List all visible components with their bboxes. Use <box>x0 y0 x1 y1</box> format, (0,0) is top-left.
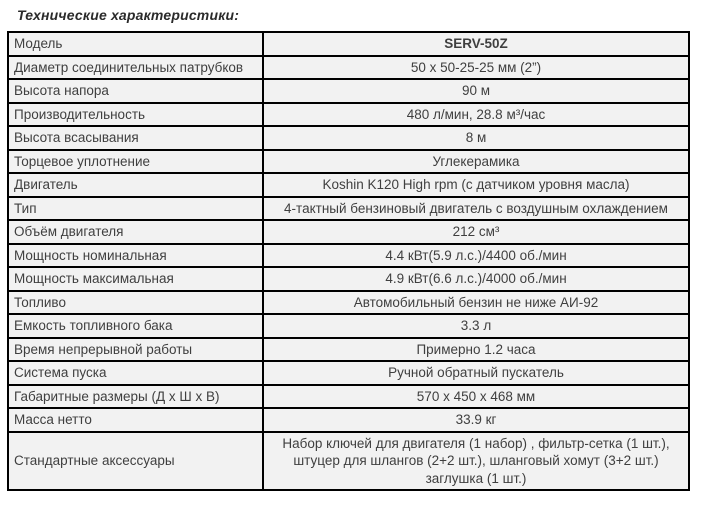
table-row: Диаметр соединительных патрубков50 x 50-… <box>8 56 689 80</box>
table-row: Торцевое уплотнениеУглекерамика <box>8 150 689 174</box>
spec-value: 50 x 50-25-25 мм (2”) <box>263 56 689 80</box>
spec-label: Емкость топливного бака <box>8 314 263 338</box>
spec-label: Стандартные аксессуары <box>8 432 263 491</box>
table-row: Габаритные размеры (Д х Ш х В)570 x 450 … <box>8 385 689 409</box>
spec-value: Ручной обратный пускатель <box>263 361 689 385</box>
table-row: ТопливоАвтомобильный бензин не ниже АИ-9… <box>8 291 689 315</box>
spec-value: 570 x 450 x 468 мм <box>263 385 689 409</box>
spec-label: Масса нетто <box>8 408 263 432</box>
spec-value: 33.9 кг <box>263 408 689 432</box>
spec-label: Время непрерывной работы <box>8 338 263 362</box>
spec-table: МодельSERV-50ZДиаметр соединительных пат… <box>7 31 690 491</box>
spec-value: 212 см³ <box>263 220 689 244</box>
spec-label: Мощность номинальная <box>8 244 263 268</box>
spec-label: Высота всасывания <box>8 126 263 150</box>
table-row: Объём двигателя212 см³ <box>8 220 689 244</box>
table-row: Время непрерывной работыПримерно 1.2 час… <box>8 338 689 362</box>
spec-value: Автомобильный бензин не ниже АИ-92 <box>263 291 689 315</box>
spec-value: Углекерамика <box>263 150 689 174</box>
spec-value: 3.3 л <box>263 314 689 338</box>
spec-value: 4-тактный бензиновый двигатель с воздушн… <box>263 197 689 221</box>
spec-label: Объём двигателя <box>8 220 263 244</box>
spec-label: Высота напора <box>8 79 263 103</box>
table-row: Стандартные аксессуарыНабор ключей для д… <box>8 432 689 491</box>
spec-label: Тип <box>8 197 263 221</box>
spec-label: Система пуска <box>8 361 263 385</box>
table-row: ДвигательKoshin K120 High rpm (с датчико… <box>8 173 689 197</box>
table-row: Емкость топливного бака3.3 л <box>8 314 689 338</box>
table-row: Тип4-тактный бензиновый двигатель с возд… <box>8 197 689 221</box>
spec-value: 4.4 кВт(5.9 л.с.)/4400 об./мин <box>263 244 689 268</box>
spec-value: Примерно 1.2 часа <box>263 338 689 362</box>
spec-value: 4.9 кВт(6.6 л.с.)/4000 об./мин <box>263 267 689 291</box>
table-row: Высота напора90 м <box>8 79 689 103</box>
spec-label: Двигатель <box>8 173 263 197</box>
table-row: Масса нетто33.9 кг <box>8 408 689 432</box>
spec-value: 90 м <box>263 79 689 103</box>
table-row: МодельSERV-50Z <box>8 32 689 56</box>
table-row: Мощность максимальная4.9 кВт(6.6 л.с.)/4… <box>8 267 689 291</box>
spec-label: Габаритные размеры (Д х Ш х В) <box>8 385 263 409</box>
table-row: Высота всасывания8 м <box>8 126 689 150</box>
table-row: Система пускаРучной обратный пускатель <box>8 361 689 385</box>
spec-label: Диаметр соединительных патрубков <box>8 56 263 80</box>
spec-label: Топливо <box>8 291 263 315</box>
table-row: Мощность номинальная4.4 кВт(5.9 л.с.)/44… <box>8 244 689 268</box>
spec-value: Набор ключей для двигателя (1 набор) , ф… <box>263 432 689 491</box>
spec-label: Мощность максимальная <box>8 267 263 291</box>
spec-label: Модель <box>8 32 263 56</box>
spec-table-body: МодельSERV-50ZДиаметр соединительных пат… <box>8 32 689 490</box>
spec-value: 8 м <box>263 126 689 150</box>
spec-label: Производительность <box>8 103 263 127</box>
page-title: Технические характеристики: <box>17 7 703 24</box>
spec-value: Koshin K120 High rpm (с датчиком уровня … <box>263 173 689 197</box>
spec-value: 480 л/мин, 28.8 м³/час <box>263 103 689 127</box>
spec-label: Торцевое уплотнение <box>8 150 263 174</box>
table-row: Производительность480 л/мин, 28.8 м³/час <box>8 103 689 127</box>
spec-sheet-page: Технические характеристики: МодельSERV-5… <box>0 7 703 511</box>
spec-value: SERV-50Z <box>263 32 689 56</box>
